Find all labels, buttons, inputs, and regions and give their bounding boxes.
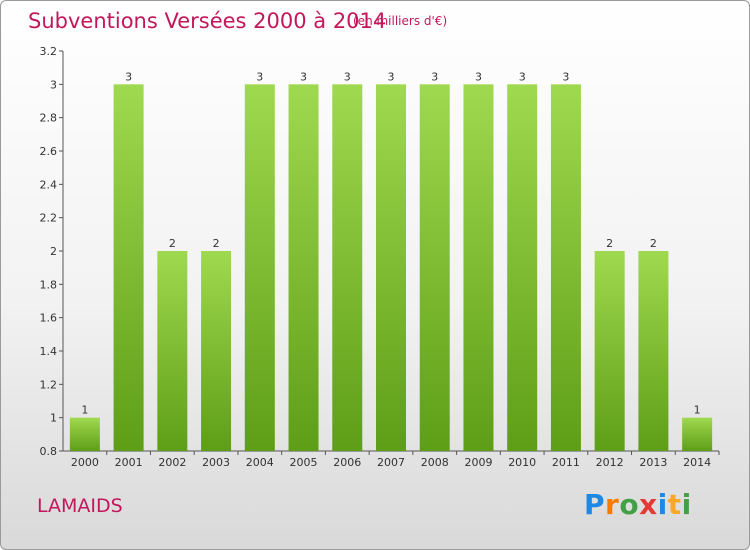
- bar: [638, 251, 669, 451]
- logo-letter: P: [584, 488, 606, 521]
- chart-title: Subventions Versées 2000 à 2014: [28, 9, 387, 33]
- y-tick-label: 2: [50, 245, 57, 258]
- proxiti-logo: Proxiti: [584, 488, 692, 521]
- data-label: 2: [650, 237, 657, 250]
- logo-letter: x: [639, 488, 658, 521]
- y-tick-label: 1.6: [40, 312, 58, 325]
- bar: [594, 251, 625, 451]
- logo-letter: i: [657, 488, 668, 521]
- bar: [550, 84, 581, 451]
- bar: [244, 84, 275, 451]
- logo-letter: t: [667, 488, 682, 521]
- data-label: 3: [519, 70, 526, 83]
- data-label: 2: [213, 237, 220, 250]
- x-tick-label: 2006: [333, 456, 361, 469]
- x-tick-label: 2001: [115, 456, 143, 469]
- data-label: 1: [81, 404, 88, 417]
- data-label: 2: [169, 237, 176, 250]
- x-tick-label: 2000: [71, 456, 99, 469]
- bar-series: [69, 84, 713, 451]
- bar: [288, 84, 319, 451]
- logo-letter: r: [605, 488, 620, 521]
- data-label: 3: [388, 70, 395, 83]
- y-tick-label: 1: [50, 412, 57, 425]
- x-tick-label: 2008: [421, 456, 449, 469]
- data-label: 3: [344, 70, 351, 83]
- bar: [507, 84, 538, 451]
- place-name: LAMAIDS: [37, 495, 123, 517]
- logo-letter: o: [619, 488, 640, 521]
- y-tick-label: 2.8: [40, 112, 58, 125]
- y-tick-label: 0.8: [40, 445, 58, 458]
- bar: [463, 84, 494, 451]
- x-tick-label: 2002: [158, 456, 186, 469]
- x-tick-label: 2007: [377, 456, 405, 469]
- data-labels: 1 3 2 2 3 3 3 3 3 3 3 3 2 2 1: [81, 70, 700, 416]
- bar: [113, 84, 144, 451]
- data-label: 3: [475, 70, 482, 83]
- data-label: 3: [300, 70, 307, 83]
- chart-axes: 0.8 1 1.2 1.4 1.6 1.8 2 2.2 2.4 2.6 2.8 3 3.2 2000 200…: [40, 45, 720, 469]
- data-label: 2: [606, 237, 613, 250]
- x-tick-label: 2005: [290, 456, 318, 469]
- bar: [157, 251, 188, 451]
- x-tick-label: 2009: [464, 456, 492, 469]
- y-tick-label: 2.6: [40, 145, 58, 158]
- data-label: 3: [125, 70, 132, 83]
- x-tick-label: 2014: [683, 456, 711, 469]
- bar: [332, 84, 363, 451]
- x-tick-label: 2004: [246, 456, 274, 469]
- bar: [69, 417, 100, 451]
- x-tick-label: 2011: [552, 456, 580, 469]
- bar: [419, 84, 450, 451]
- logo-letter: i: [681, 488, 692, 521]
- y-tick-label: 1.2: [40, 378, 58, 391]
- y-tick-label: 1.4: [40, 345, 58, 358]
- data-label: 3: [431, 70, 438, 83]
- data-label: 3: [256, 70, 263, 83]
- y-tick-label: 2.2: [40, 212, 58, 225]
- y-tick-label: 2.4: [40, 178, 58, 191]
- x-tick-label: 2010: [508, 456, 536, 469]
- y-tick-label: 3: [50, 78, 57, 91]
- bar: [376, 84, 406, 451]
- data-label: 1: [694, 404, 701, 417]
- x-tick-label: 2012: [596, 456, 624, 469]
- x-tick-label: 2003: [202, 456, 230, 469]
- y-tick-label: 1.8: [40, 278, 58, 291]
- data-label: 3: [562, 70, 569, 83]
- x-tick-label: 2013: [639, 456, 667, 469]
- bar: [682, 417, 713, 451]
- chart-subtitle: (en milliers d'€): [353, 14, 448, 28]
- y-tick-label: 3.2: [40, 45, 58, 58]
- bar: [201, 251, 232, 451]
